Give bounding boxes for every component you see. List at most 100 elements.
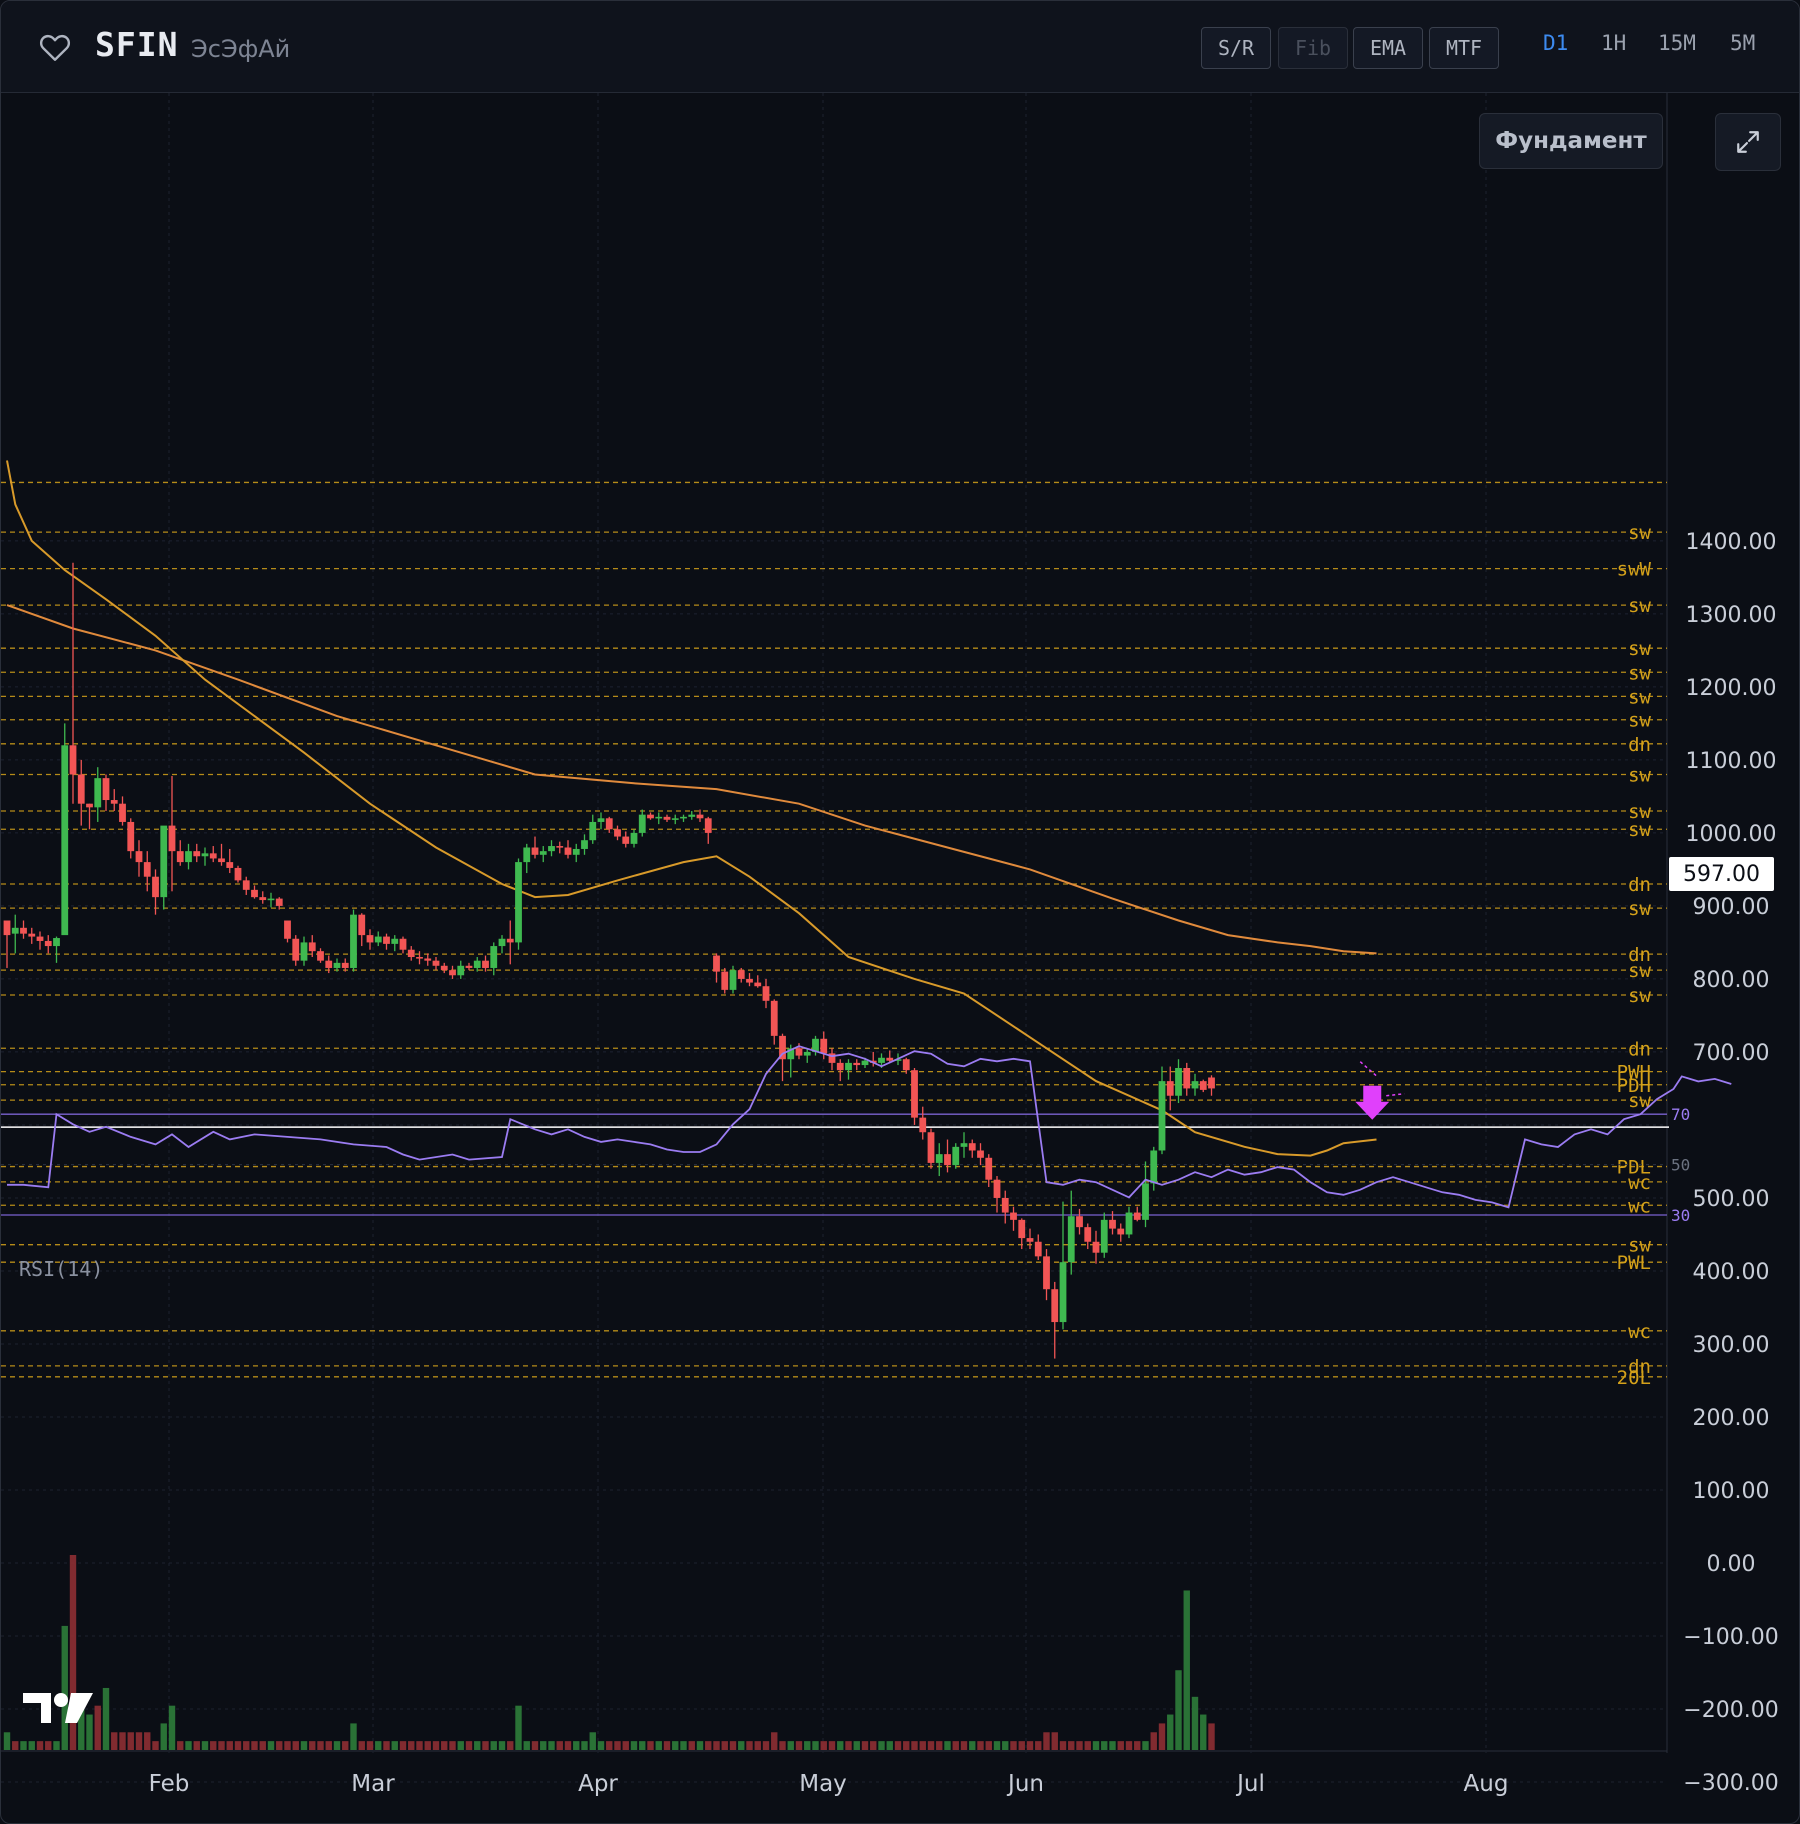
candle-body bbox=[1175, 1067, 1182, 1096]
volume-bar bbox=[432, 1741, 440, 1750]
volume-bar bbox=[375, 1741, 382, 1750]
volume-bar bbox=[1002, 1741, 1009, 1750]
volume-bar bbox=[1101, 1741, 1108, 1750]
sell-arrow-icon bbox=[1355, 1085, 1390, 1120]
volume-bar bbox=[878, 1741, 885, 1750]
volume-bar bbox=[449, 1741, 456, 1750]
candle-body bbox=[531, 847, 539, 855]
grid bbox=[1, 93, 1668, 1783]
volume-bar bbox=[944, 1741, 951, 1750]
candle-body bbox=[1100, 1219, 1108, 1253]
candle-body bbox=[465, 965, 473, 968]
timeframe-5m[interactable]: 5M bbox=[1730, 31, 1756, 55]
volume-bar bbox=[919, 1741, 926, 1750]
price-tick-label: 1100.00 bbox=[1686, 749, 1777, 774]
candle-body bbox=[762, 986, 770, 1001]
volume-bar bbox=[853, 1741, 860, 1750]
volume-bar bbox=[680, 1741, 687, 1750]
volume-bar bbox=[391, 1741, 398, 1750]
candle-body bbox=[333, 962, 341, 968]
candle-body bbox=[143, 862, 151, 877]
candle-body bbox=[647, 814, 654, 819]
candle-body bbox=[853, 1062, 861, 1066]
candle-body bbox=[1034, 1241, 1042, 1257]
volume-bar bbox=[573, 1741, 580, 1750]
expand-button[interactable] bbox=[1715, 113, 1781, 171]
candle-body bbox=[251, 889, 258, 898]
candle-body bbox=[614, 829, 621, 837]
volume-bar bbox=[1092, 1741, 1100, 1750]
candle-body bbox=[1199, 1081, 1207, 1090]
volume-bar bbox=[523, 1741, 530, 1750]
volume-bar bbox=[1043, 1732, 1050, 1750]
volume-bar bbox=[177, 1741, 184, 1750]
timeframe-1h[interactable]: 1H bbox=[1601, 31, 1627, 55]
volume-bar bbox=[1051, 1732, 1058, 1750]
sr-level-label: swW bbox=[1617, 559, 1652, 581]
candle-body bbox=[638, 814, 646, 833]
candle-body bbox=[341, 962, 349, 968]
price-tick-label: 300.00 bbox=[1693, 1333, 1770, 1358]
timeframe-15m[interactable]: 15M bbox=[1658, 31, 1696, 55]
price-tick-label: 1000.00 bbox=[1686, 822, 1777, 847]
volume-bar bbox=[292, 1741, 299, 1750]
candle-body bbox=[185, 851, 192, 863]
volume-bar bbox=[820, 1741, 827, 1750]
timeframe-d1[interactable]: D1 bbox=[1543, 31, 1569, 55]
volume-bar bbox=[647, 1741, 654, 1750]
volume-bar bbox=[663, 1741, 671, 1750]
candle-body bbox=[704, 818, 712, 833]
expand-icon bbox=[1737, 131, 1759, 153]
candle-body bbox=[572, 848, 580, 855]
sr-level-label: sw bbox=[1628, 819, 1651, 841]
volume-bar bbox=[1035, 1741, 1042, 1750]
candle-body bbox=[284, 920, 291, 939]
heart-icon[interactable] bbox=[37, 29, 73, 65]
candle-body bbox=[1001, 1197, 1009, 1213]
sr-level-label: sw bbox=[1628, 960, 1651, 982]
candle-body bbox=[539, 851, 547, 855]
candle-body bbox=[836, 1062, 844, 1071]
sr-level-label: PWL bbox=[1617, 1252, 1651, 1274]
sr-level-label: sw bbox=[1628, 1235, 1651, 1257]
candle-body bbox=[127, 821, 135, 852]
ema-toggle-button[interactable]: EMA bbox=[1353, 27, 1423, 69]
volume-bar bbox=[812, 1741, 819, 1750]
candle-body bbox=[795, 1048, 803, 1056]
sr-level-label: sw bbox=[1628, 595, 1651, 617]
volume-bar bbox=[1175, 1670, 1182, 1750]
rsi-level-label: 30 bbox=[1671, 1206, 1690, 1225]
fib-toggle-button[interactable]: Fib bbox=[1278, 27, 1348, 69]
volume-bar bbox=[705, 1741, 712, 1750]
price-tick-label: −200.00 bbox=[1683, 1698, 1778, 1723]
candle-body bbox=[160, 825, 168, 898]
volume-bar bbox=[1158, 1723, 1166, 1750]
candle-body bbox=[977, 1150, 984, 1158]
volume-bar bbox=[102, 1687, 110, 1750]
rsi-levels: 70 50 30 bbox=[1, 1105, 1690, 1225]
volume-bar bbox=[226, 1741, 233, 1750]
candle-body bbox=[1026, 1238, 1034, 1242]
candle-body bbox=[655, 816, 663, 819]
fundamentals-button[interactable]: Фундамент bbox=[1479, 113, 1663, 169]
price-chart[interactable]: swswWswswswswswdnswswswdnswdnswswdnPWHPD… bbox=[1, 93, 1800, 1824]
candle-body bbox=[110, 800, 118, 804]
price-tick-label: 1400.00 bbox=[1686, 530, 1777, 555]
candle-body bbox=[688, 814, 696, 817]
candle-body bbox=[754, 982, 762, 987]
volume-bar bbox=[614, 1741, 621, 1750]
sr-level-label: sw bbox=[1628, 662, 1651, 684]
volume-bar bbox=[738, 1741, 745, 1750]
candle-body bbox=[1010, 1212, 1017, 1220]
mtf-toggle-button[interactable]: MTF bbox=[1429, 27, 1499, 69]
sr-toggle-button[interactable]: S/R bbox=[1201, 27, 1271, 69]
volume-bar bbox=[936, 1741, 943, 1750]
candle-body bbox=[77, 774, 85, 804]
top-toolbar: SFIN ЭсЭфАй S/R Fib EMA MTF D1 1H 15M 5M bbox=[1, 1, 1799, 93]
volume-bar bbox=[185, 1741, 192, 1750]
volume-bar bbox=[672, 1741, 679, 1750]
candle-body bbox=[350, 914, 357, 968]
candle-body bbox=[498, 938, 506, 947]
volume-bar bbox=[622, 1741, 629, 1750]
